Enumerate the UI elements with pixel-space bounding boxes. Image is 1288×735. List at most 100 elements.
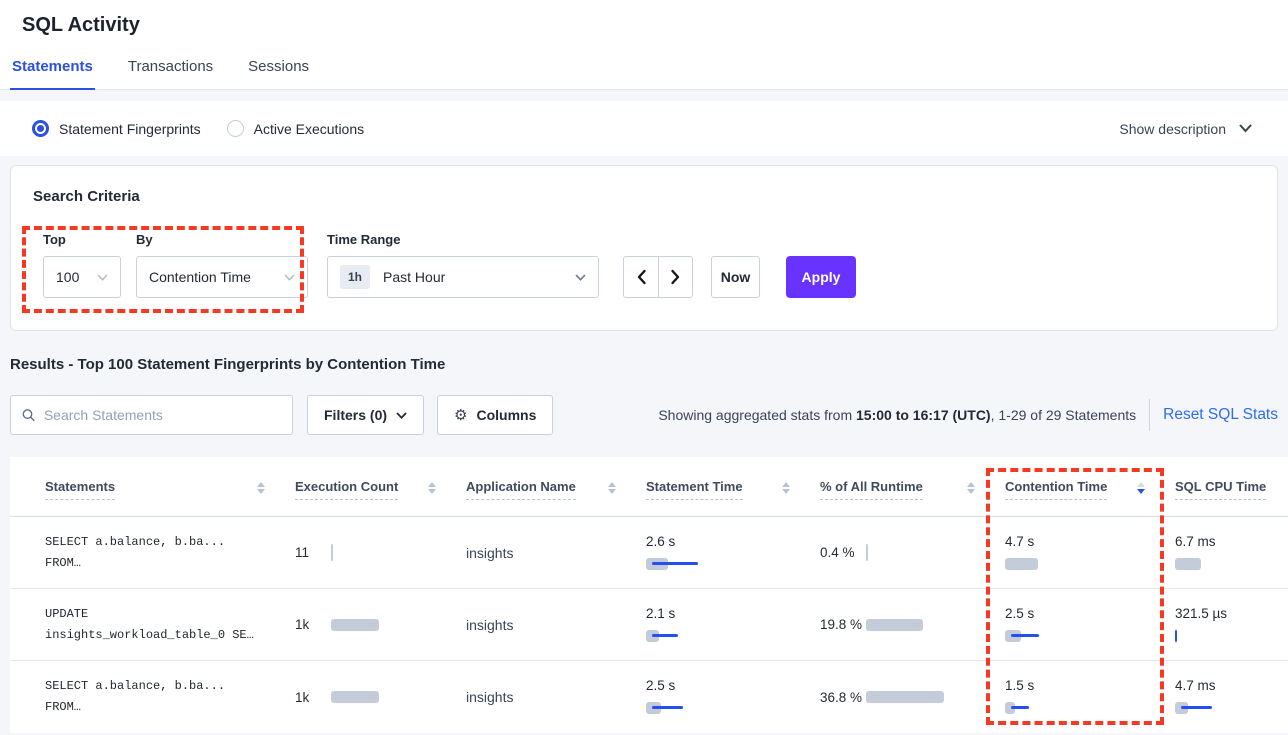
sort-icon[interactable] [967, 482, 975, 494]
top-select[interactable]: 100 [43, 256, 121, 298]
top-label: Top [43, 232, 66, 247]
tab-bar: Statements Transactions Sessions [0, 58, 1288, 90]
chevron-down-icon [97, 273, 108, 281]
chevron-right-icon [671, 269, 680, 285]
execution-count-cell: 1k [295, 589, 466, 660]
time-range-select[interactable]: 1h Past Hour [327, 256, 599, 298]
statement-time-cell: 2.1 s [646, 589, 820, 660]
time-range-field: Time Range 1h Past Hour [327, 232, 599, 298]
tab-statements[interactable]: Statements [10, 58, 95, 90]
tab-transactions[interactable]: Transactions [127, 58, 214, 75]
column-header-statements[interactable]: Statements [45, 479, 295, 516]
aggregated-stats-text: Showing aggregated stats from 15:00 to 1… [658, 407, 1137, 423]
application-name-cell: insights [466, 544, 514, 561]
statement-time-cell: 2.5 s [646, 661, 820, 733]
statement-link[interactable]: SELECT a.balance, b.ba... FROM… [45, 679, 226, 714]
statement-time-bar [646, 558, 756, 570]
time-nav-arrows [623, 256, 693, 298]
contention-time-bar [1005, 558, 1115, 570]
by-select[interactable]: Contention Time [136, 256, 308, 298]
apply-button[interactable]: Apply [786, 256, 856, 298]
reset-sql-stats-link[interactable]: Reset SQL Stats [1163, 406, 1278, 423]
radio-statement-fingerprints[interactable]: Statement Fingerprints [32, 120, 201, 137]
statement-time-bar [646, 702, 756, 714]
now-button[interactable]: Now [711, 256, 760, 298]
chevron-left-icon [637, 269, 646, 285]
sort-icon[interactable] [782, 482, 790, 494]
execution-count-cell: 11 [295, 517, 466, 588]
search-icon [22, 409, 35, 422]
column-header-application-name[interactable]: Application Name [466, 479, 646, 516]
sql-cpu-time-bar [1175, 630, 1285, 642]
by-label: By [136, 232, 153, 247]
sql-cpu-time-bar [1175, 702, 1285, 714]
chevron-down-icon [1239, 124, 1252, 133]
top-field: Top 100 [43, 232, 121, 298]
column-header-statement-time[interactable]: Statement Time [646, 479, 820, 516]
show-description-toggle[interactable]: Show description [1119, 121, 1252, 137]
application-name-cell: insights [466, 616, 514, 633]
statement-link[interactable]: UPDATE insights_workload_table_0 SE… [45, 607, 254, 642]
search-criteria-title: Search Criteria [33, 188, 140, 205]
sort-icon[interactable] [428, 482, 436, 494]
radio-label: Statement Fingerprints [59, 120, 201, 137]
results-toolbar: Filters (0) ⚙ Columns Showing aggregated… [10, 395, 1278, 435]
chevron-down-icon [284, 273, 295, 281]
app-header: SQL Activity Statements Transactions Ses… [0, 0, 1288, 90]
search-criteria-card: Search Criteria Top 100 By Contention Ti… [10, 165, 1278, 331]
statements-table: Statements Execution Count Application N… [10, 457, 1288, 733]
tab-sessions[interactable]: Sessions [248, 58, 310, 75]
statement-link[interactable]: SELECT a.balance, b.ba... FROM… [45, 535, 226, 570]
radio-selected-icon[interactable] [32, 120, 49, 137]
by-field: By Contention Time [136, 232, 308, 298]
radio-unselected-icon[interactable] [226, 120, 244, 137]
contention-time-cell: 4.7 s [1005, 517, 1175, 588]
sort-icon[interactable] [257, 482, 265, 494]
gear-icon: ⚙ [454, 406, 468, 424]
table-row: UPDATE insights_workload_table_0 SE… 1k … [10, 589, 1288, 661]
execution-count-bar [331, 618, 436, 631]
sort-icon-desc-active[interactable] [1137, 482, 1145, 494]
statement-time-bar [646, 630, 756, 642]
column-header-sql-cpu-time[interactable]: SQL CPU Time [1175, 479, 1288, 516]
radio-label: Active Executions [253, 120, 365, 137]
contention-time-bar [1005, 630, 1115, 642]
application-name-cell: insights [466, 689, 514, 705]
pct-runtime-cell: 19.8 % [820, 589, 1005, 660]
sql-cpu-time-cell: 6.7 ms [1175, 517, 1288, 588]
chevron-down-icon [396, 411, 407, 419]
contention-time-bar [1005, 702, 1115, 714]
view-toggle-strip: Statement Fingerprints Active Executions… [0, 101, 1288, 156]
pct-runtime-bar [866, 543, 975, 561]
table-header-row: Statements Execution Count Application N… [10, 457, 1288, 517]
columns-button[interactable]: ⚙ Columns [437, 395, 554, 435]
pct-runtime-cell: 0.4 % [820, 517, 1005, 588]
pct-runtime-bar [866, 691, 975, 703]
execution-count-cell: 1k [295, 661, 466, 733]
search-statements-box[interactable] [10, 395, 293, 435]
chevron-down-icon [575, 273, 586, 281]
execution-count-bar [331, 691, 436, 703]
table-row: SELECT a.balance, b.ba... FROM… 11 insig… [10, 517, 1288, 589]
radio-active-executions[interactable]: Active Executions [226, 120, 365, 137]
time-range-label: Time Range [327, 232, 401, 247]
search-statements-input[interactable] [43, 407, 281, 423]
pct-runtime-cell: 36.8 % [820, 661, 1005, 733]
time-range-badge: 1h [340, 265, 371, 289]
contention-time-cell: 2.5 s [1005, 589, 1175, 660]
pct-runtime-bar [866, 618, 975, 631]
column-header-pct-runtime[interactable]: % of All Runtime [820, 479, 1005, 516]
page-title: SQL Activity [22, 14, 140, 36]
column-header-execution-count[interactable]: Execution Count [295, 479, 466, 516]
sql-cpu-time-bar [1175, 558, 1285, 570]
column-header-contention-time[interactable]: Contention Time [1005, 479, 1175, 516]
table-row: SELECT a.balance, b.ba... FROM… 1k insig… [10, 661, 1288, 733]
sort-icon[interactable] [608, 482, 616, 494]
execution-count-bar [331, 543, 436, 561]
time-next-button[interactable] [658, 257, 692, 297]
sql-cpu-time-cell: 321.5 µs [1175, 589, 1288, 660]
time-prev-button[interactable] [624, 257, 658, 297]
sql-cpu-time-cell: 4.7 ms [1175, 661, 1288, 733]
statement-time-cell: 2.6 s [646, 517, 820, 588]
filters-button[interactable]: Filters (0) [307, 395, 425, 435]
